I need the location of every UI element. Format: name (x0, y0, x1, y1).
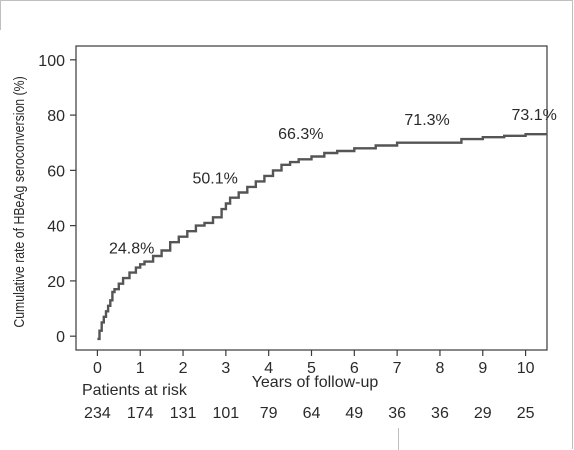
x-tick-label: 6 (350, 360, 359, 377)
x-tick-label: 10 (517, 360, 535, 377)
frame-bottom-edge (398, 428, 399, 450)
plot-border (75, 45, 548, 351)
x-axis-label: Years of follow-up (252, 374, 379, 391)
y-tick-label: 20 (47, 274, 65, 291)
risk-count: 234 (84, 405, 111, 422)
x-tick-label: 3 (221, 360, 230, 377)
risk-count: 79 (260, 405, 278, 422)
rate-annotation: 66.3% (278, 126, 323, 143)
y-axis-label: Cumulative rate of HBeAg seroconversion … (11, 76, 27, 327)
risk-count: 29 (474, 405, 492, 422)
risk-count: 49 (345, 405, 363, 422)
plot-area (97, 133, 547, 341)
risk-table: 234 174 131 101 79 64 49 36 36 29 25 (84, 405, 535, 422)
risk-count: 36 (431, 405, 449, 422)
x-tick-label: 5 (307, 360, 316, 377)
y-tick-label: 80 (47, 108, 65, 125)
risk-count: 36 (388, 405, 406, 422)
rate-annotation: 73.1% (511, 107, 556, 124)
cumulative-rate-curve (97, 133, 547, 341)
risk-count: 64 (303, 405, 321, 422)
x-tick-label: 2 (179, 360, 188, 377)
annotation-layer: 24.8% 50.1% 66.3% 71.3% 73.1% (109, 107, 557, 257)
y-tick-label: 60 (47, 163, 65, 180)
x-tick-label: 9 (478, 360, 487, 377)
risk-count: 101 (213, 405, 240, 422)
x-tick-label: 4 (264, 360, 273, 377)
x-tick-label: 0 (93, 360, 102, 377)
rate-annotation: 50.1% (192, 171, 237, 188)
rate-annotation: 24.8% (109, 241, 154, 258)
y-tick-label: 100 (38, 53, 65, 70)
y-tick-label: 40 (47, 219, 65, 236)
y-tick-label: 0 (56, 329, 65, 346)
x-tick-label: 7 (393, 360, 402, 377)
risk-count: 131 (170, 405, 197, 422)
x-tick-label: 8 (436, 360, 445, 377)
x-tick-label: 1 (136, 360, 145, 377)
risk-count: 25 (517, 405, 535, 422)
risk-count: 174 (127, 405, 154, 422)
frame-left-edge (0, 0, 1, 30)
risk-table-label: Patients at risk (82, 382, 188, 399)
rate-annotation: 71.3% (404, 112, 449, 129)
